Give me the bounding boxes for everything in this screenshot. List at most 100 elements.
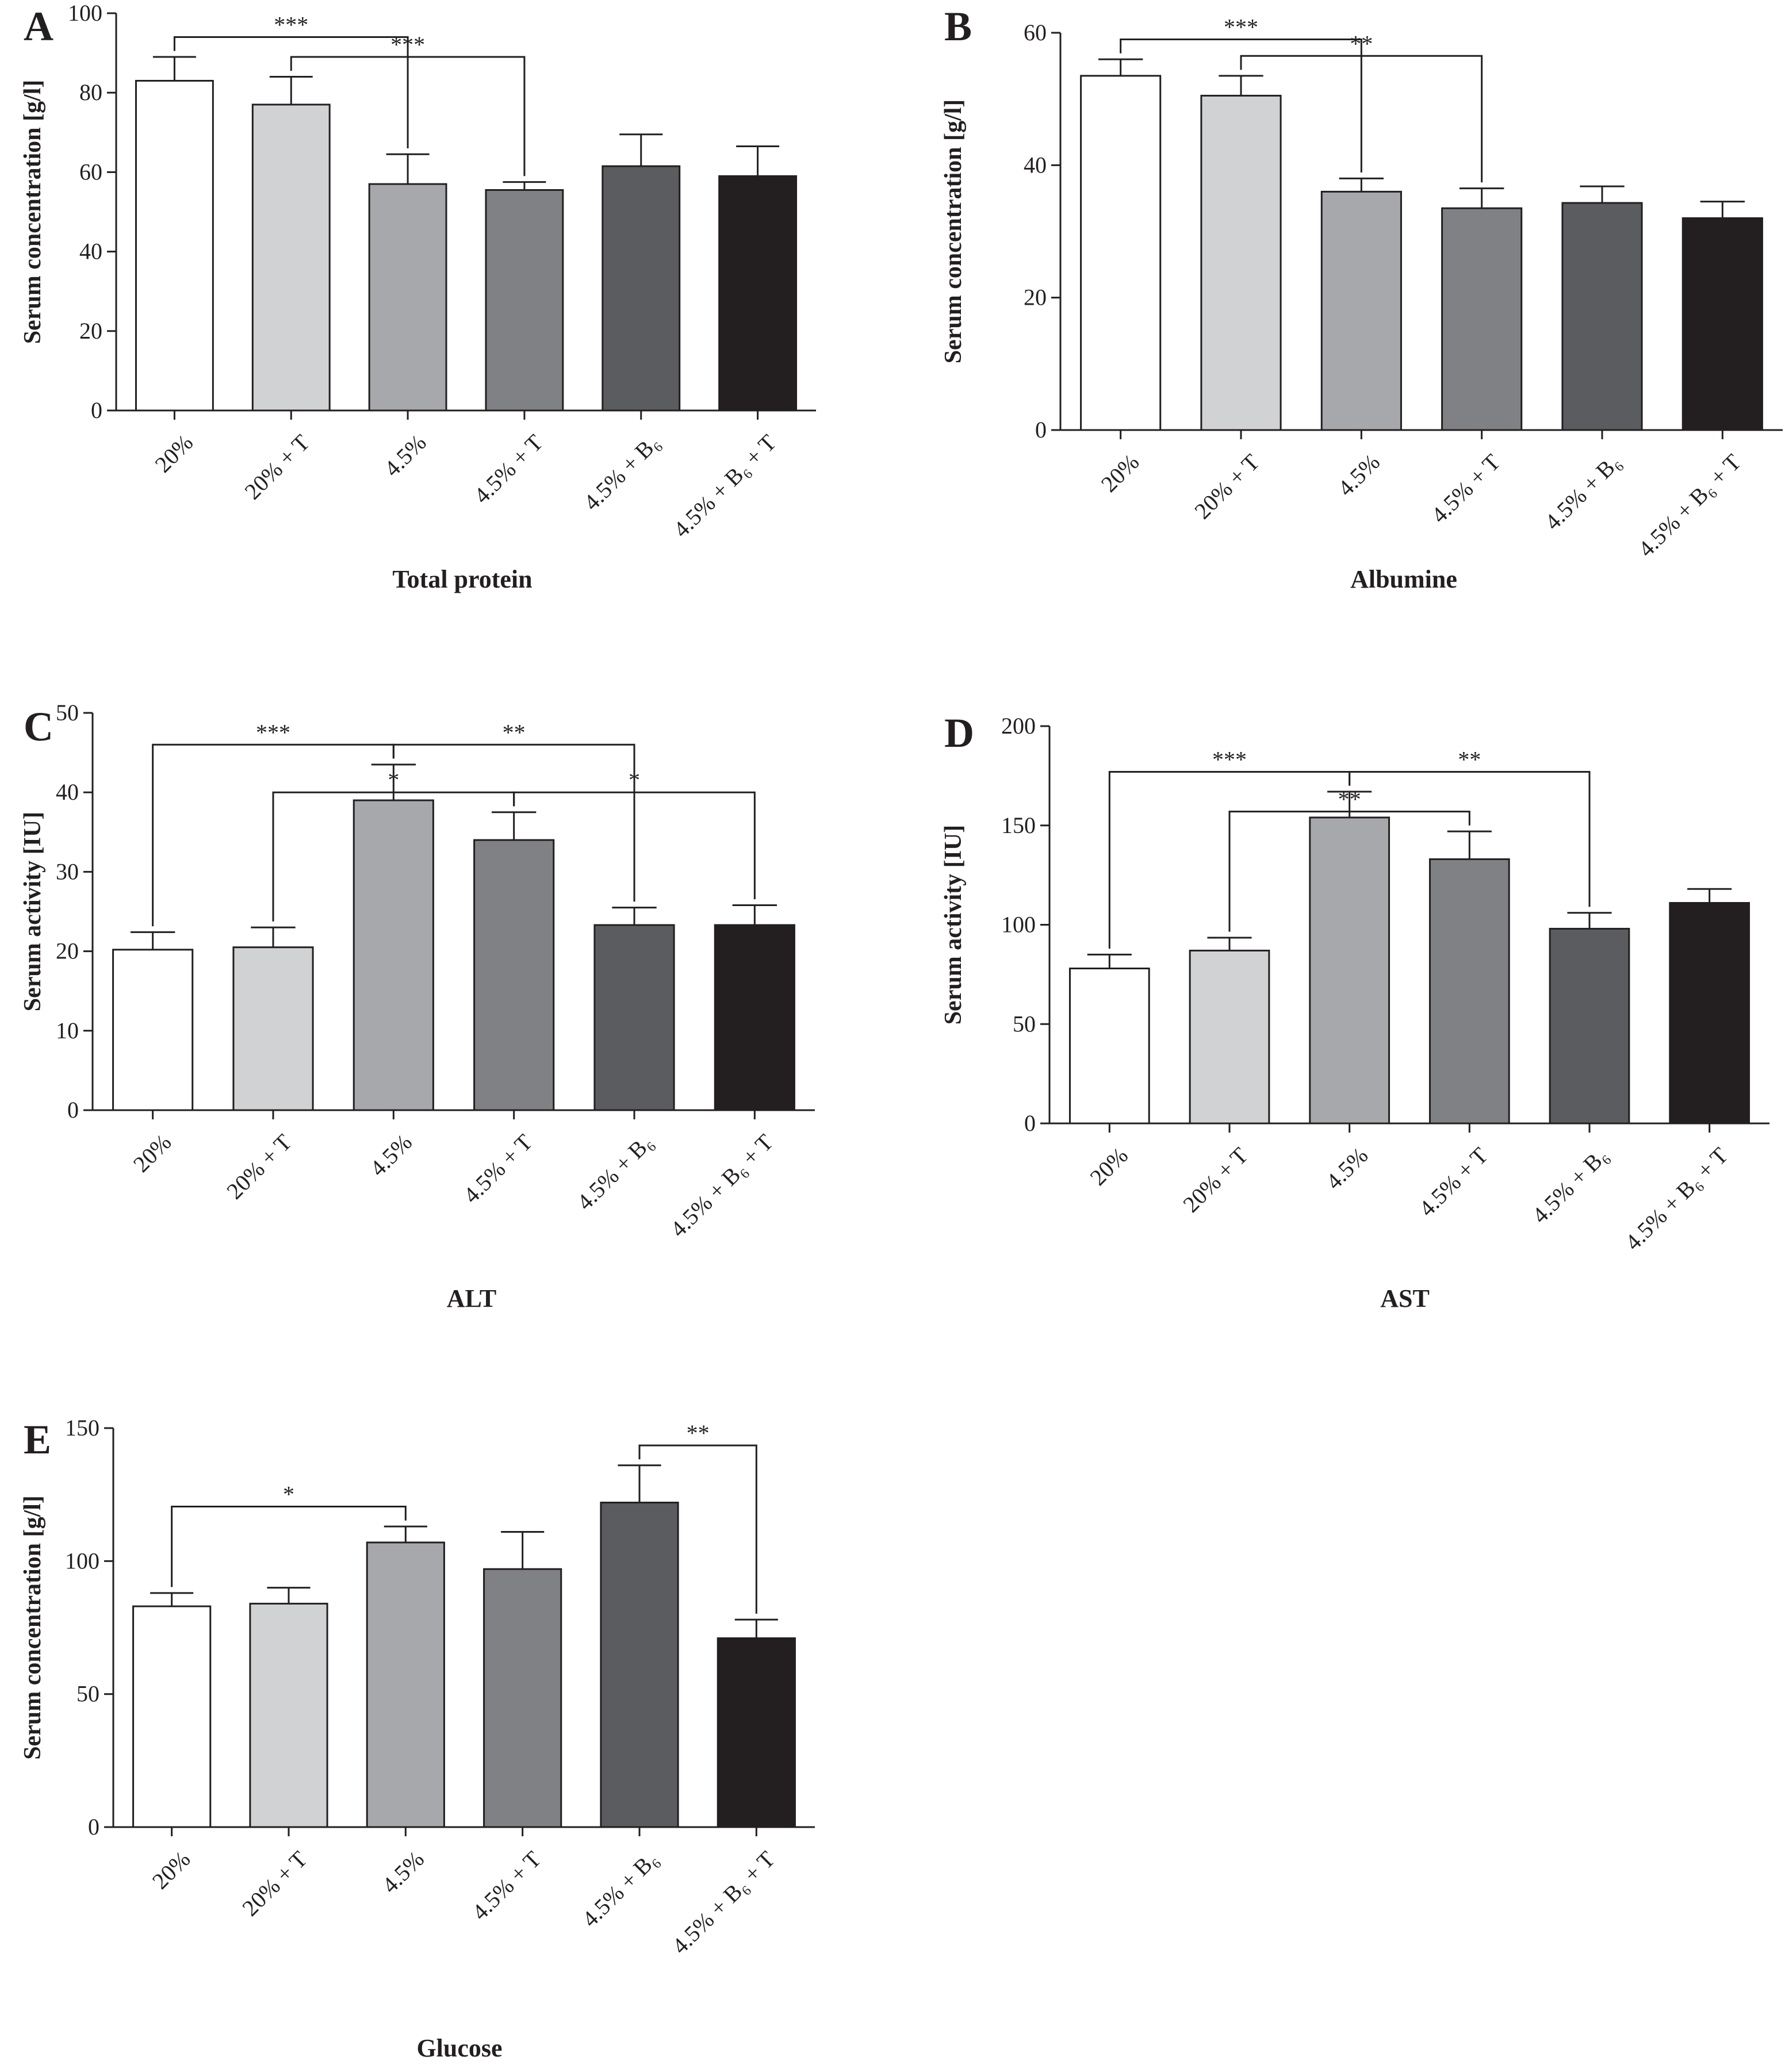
bar — [483, 1568, 562, 1828]
y-tick-label: 40 — [56, 779, 79, 805]
x-tick-label: 4.5% + B₆ + T — [667, 1846, 780, 1959]
bar — [1428, 858, 1510, 1125]
significance-bracket — [290, 56, 526, 176]
significance-label: *** — [1212, 746, 1247, 772]
bar — [714, 924, 795, 1111]
y-tick-label: 40 — [1024, 152, 1047, 178]
bar — [353, 799, 434, 1111]
bar — [1068, 968, 1150, 1125]
significance-bracket — [1240, 55, 1483, 183]
x-tick-label: 4.5% + B₆ — [1527, 1142, 1613, 1229]
y-axis-title: Serum concentration [g/l] — [20, 80, 46, 344]
x-tick-label: 20% — [150, 429, 198, 478]
x-tick-label: 20% — [1085, 1142, 1133, 1191]
significance-bracket — [171, 1505, 407, 1587]
bar — [232, 946, 314, 1111]
x-tick-label: 4.5% + B₆ + T — [668, 429, 781, 542]
significance-label: *** — [274, 11, 308, 37]
x-tick-label: 4.5% + B₆ + T — [665, 1129, 778, 1242]
y-tick-label: 150 — [1001, 812, 1036, 838]
x-tick-label: 4.5% + T — [1414, 1142, 1493, 1222]
x-tick-label: 4.5% + B₆ — [572, 1129, 658, 1215]
y-tick-label: 10 — [56, 1018, 79, 1043]
y-tick-label: 100 — [1001, 912, 1036, 938]
bar — [718, 175, 798, 412]
significance-label: ** — [503, 719, 526, 745]
bar — [1549, 927, 1630, 1125]
y-tick-label: 150 — [65, 1415, 99, 1441]
y-tick-label: 0 — [91, 397, 102, 423]
bar — [1320, 190, 1402, 431]
y-tick-label: 60 — [79, 159, 102, 185]
x-tick-label: 4.5% + T — [467, 1846, 546, 1925]
bar — [249, 1602, 328, 1828]
x-axis-title: AST — [1380, 1284, 1430, 1313]
y-tick-label: 20 — [79, 318, 102, 344]
bar — [600, 1502, 679, 1828]
significance-bracket — [1120, 39, 1362, 173]
x-axis-title: ALT — [447, 1284, 496, 1313]
x-tick-label: 4.5% + B₆ — [577, 1846, 663, 1932]
y-tick-label: 100 — [68, 0, 102, 26]
x-tick-label: 20% — [128, 1129, 177, 1177]
x-tick-label: 4.5% — [379, 429, 431, 482]
x-tick-label: 20% — [147, 1846, 196, 1894]
bar — [1309, 816, 1391, 1125]
bar — [485, 189, 564, 412]
significance-label: ** — [687, 1420, 710, 1446]
panel-letter: D — [944, 710, 974, 756]
x-tick-label: 4.5% + T — [1426, 449, 1506, 528]
y-tick-label: 20 — [1024, 285, 1047, 310]
x-axis-title: Glucose — [416, 2034, 502, 2062]
bar — [112, 949, 194, 1111]
y-tick-label: 50 — [56, 700, 79, 726]
significance-label: *** — [1224, 14, 1258, 40]
x-axis-title: Total protein — [392, 565, 532, 593]
significance-label: ** — [1338, 786, 1361, 812]
bar — [1561, 202, 1643, 431]
x-tick-label: 4.5% + B₆ + T — [1620, 1142, 1733, 1255]
y-tick-label: 200 — [1001, 713, 1036, 739]
panel-letter: B — [944, 3, 972, 49]
significance-label: ** — [1458, 746, 1481, 772]
bar — [1200, 94, 1282, 431]
bar — [1669, 901, 1750, 1125]
x-tick-label: 4.5% + T — [458, 1129, 538, 1208]
bar — [1441, 207, 1523, 431]
significance-label: * — [388, 767, 399, 793]
x-tick-label: 4.5% + B₆ + T — [1633, 449, 1746, 562]
bar — [1189, 949, 1270, 1125]
significance-bracket — [392, 743, 635, 902]
y-tick-label: 0 — [88, 1814, 99, 1840]
significance-label: * — [283, 1481, 294, 1507]
bar — [132, 1605, 212, 1828]
bar — [602, 165, 681, 412]
x-tick-label: 4.5% + T — [469, 429, 548, 509]
x-tick-label: 4.5% — [1321, 1142, 1373, 1195]
x-tick-label: 4.5% + B₆ — [579, 429, 665, 516]
significance-bracket — [1228, 811, 1470, 932]
x-tick-label: 4.5% — [365, 1129, 417, 1181]
y-axis-title: Serum activity [IU] — [20, 812, 46, 1012]
y-tick-label: 20 — [56, 938, 79, 964]
y-axis-title: Serum concentration [g/l] — [20, 1495, 46, 1760]
significance-label: * — [629, 767, 640, 793]
y-tick-label: 0 — [67, 1097, 79, 1123]
bar — [135, 79, 214, 412]
y-axis-title: Serum concentration [g/l] — [940, 99, 967, 364]
panel-letter: C — [24, 704, 53, 750]
x-axis-title: Albumine — [1350, 565, 1457, 593]
panel-letter: A — [24, 3, 53, 49]
significance-label: *** — [256, 719, 290, 745]
y-tick-label: 0 — [1035, 417, 1047, 443]
x-tick-label: 20% + T — [221, 1129, 297, 1204]
y-tick-label: 30 — [56, 858, 79, 884]
bar — [473, 839, 555, 1111]
y-tick-label: 0 — [1024, 1110, 1036, 1136]
bar — [1080, 75, 1162, 431]
panel-letter: E — [24, 1417, 51, 1463]
x-tick-label: 4.5% — [1332, 449, 1385, 501]
bar — [717, 1637, 796, 1828]
